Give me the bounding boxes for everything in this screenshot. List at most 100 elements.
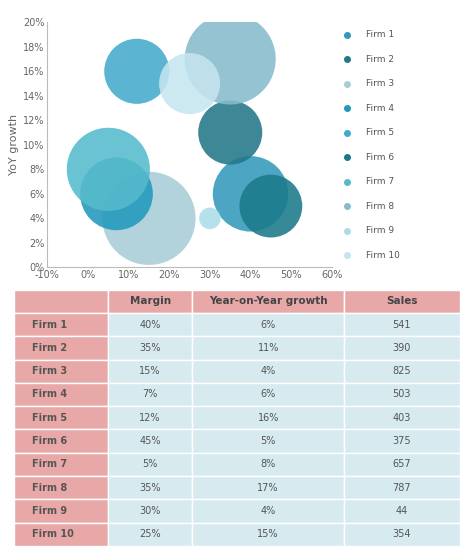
FancyBboxPatch shape <box>14 499 108 522</box>
FancyBboxPatch shape <box>14 429 108 453</box>
Text: 16%: 16% <box>257 413 279 423</box>
FancyBboxPatch shape <box>344 453 460 476</box>
Text: 8%: 8% <box>261 460 276 470</box>
Y-axis label: YoY growth: YoY growth <box>9 114 19 175</box>
FancyBboxPatch shape <box>108 499 192 522</box>
FancyBboxPatch shape <box>344 290 460 313</box>
Text: 44: 44 <box>396 506 408 516</box>
Point <box>247 189 255 198</box>
FancyBboxPatch shape <box>108 383 192 406</box>
Text: Year-on-Year growth: Year-on-Year growth <box>209 296 328 306</box>
FancyBboxPatch shape <box>192 290 344 313</box>
FancyBboxPatch shape <box>192 406 344 429</box>
Text: Firm 9: Firm 9 <box>366 226 394 235</box>
FancyBboxPatch shape <box>192 476 344 499</box>
FancyBboxPatch shape <box>192 429 344 453</box>
FancyBboxPatch shape <box>108 429 192 453</box>
Text: Firm 1: Firm 1 <box>32 320 67 330</box>
Text: Firm 9: Firm 9 <box>32 506 67 516</box>
Text: 787: 787 <box>392 482 411 492</box>
FancyBboxPatch shape <box>344 359 460 383</box>
Text: 15%: 15% <box>139 366 161 376</box>
FancyBboxPatch shape <box>108 336 192 359</box>
Text: 25%: 25% <box>139 529 161 539</box>
FancyBboxPatch shape <box>108 476 192 499</box>
Text: Margin: Margin <box>129 296 171 306</box>
Text: 6%: 6% <box>261 389 276 399</box>
FancyBboxPatch shape <box>108 453 192 476</box>
Text: Firm 8: Firm 8 <box>32 482 67 492</box>
FancyBboxPatch shape <box>344 313 460 336</box>
Point <box>145 214 153 223</box>
Text: Firm 5: Firm 5 <box>366 128 394 137</box>
Text: 5%: 5% <box>261 436 276 446</box>
FancyBboxPatch shape <box>14 383 108 406</box>
Text: 6%: 6% <box>261 320 276 330</box>
Text: 35%: 35% <box>139 343 161 353</box>
Point <box>133 67 141 76</box>
Text: 12%: 12% <box>139 413 161 423</box>
Text: 40%: 40% <box>139 320 161 330</box>
Point <box>227 55 234 63</box>
Text: Firm 10: Firm 10 <box>32 529 74 539</box>
Text: Firm 4: Firm 4 <box>32 389 67 399</box>
Text: 4%: 4% <box>261 506 276 516</box>
Text: Firm 6: Firm 6 <box>366 153 394 162</box>
Text: 11%: 11% <box>257 343 279 353</box>
Text: 15%: 15% <box>257 529 279 539</box>
FancyBboxPatch shape <box>344 499 460 522</box>
FancyBboxPatch shape <box>14 290 108 313</box>
FancyBboxPatch shape <box>344 476 460 499</box>
Text: 30%: 30% <box>139 506 161 516</box>
FancyBboxPatch shape <box>108 406 192 429</box>
FancyBboxPatch shape <box>108 313 192 336</box>
FancyBboxPatch shape <box>14 313 108 336</box>
FancyBboxPatch shape <box>14 336 108 359</box>
Text: 5%: 5% <box>142 460 158 470</box>
Text: Firm 10: Firm 10 <box>366 251 400 260</box>
FancyBboxPatch shape <box>192 336 344 359</box>
Point <box>105 165 112 174</box>
Text: 17%: 17% <box>257 482 279 492</box>
Text: Firm 3: Firm 3 <box>32 366 67 376</box>
FancyBboxPatch shape <box>108 522 192 546</box>
Text: Firm 6: Firm 6 <box>32 436 67 446</box>
FancyBboxPatch shape <box>14 453 108 476</box>
Text: Firm 2: Firm 2 <box>366 55 394 63</box>
FancyBboxPatch shape <box>344 336 460 359</box>
Text: Firm 4: Firm 4 <box>366 104 394 113</box>
FancyBboxPatch shape <box>108 290 192 313</box>
Text: 375: 375 <box>392 436 411 446</box>
FancyBboxPatch shape <box>192 453 344 476</box>
Text: 4%: 4% <box>261 366 276 376</box>
FancyBboxPatch shape <box>192 383 344 406</box>
Point <box>113 189 120 198</box>
Text: 354: 354 <box>392 529 411 539</box>
Text: Firm 7: Firm 7 <box>32 460 67 470</box>
Text: Firm 1: Firm 1 <box>366 30 394 39</box>
Text: 657: 657 <box>392 460 411 470</box>
FancyBboxPatch shape <box>14 476 108 499</box>
Text: 503: 503 <box>392 389 411 399</box>
FancyBboxPatch shape <box>192 499 344 522</box>
FancyBboxPatch shape <box>344 522 460 546</box>
FancyBboxPatch shape <box>14 522 108 546</box>
Text: 390: 390 <box>392 343 411 353</box>
Text: 541: 541 <box>392 320 411 330</box>
FancyBboxPatch shape <box>192 313 344 336</box>
Point <box>206 214 214 223</box>
Text: Firm 2: Firm 2 <box>32 343 67 353</box>
FancyBboxPatch shape <box>108 359 192 383</box>
FancyBboxPatch shape <box>344 383 460 406</box>
Text: 45%: 45% <box>139 436 161 446</box>
Text: Firm 5: Firm 5 <box>32 413 67 423</box>
Text: Firm 8: Firm 8 <box>366 202 394 211</box>
FancyBboxPatch shape <box>344 406 460 429</box>
FancyBboxPatch shape <box>192 522 344 546</box>
Point <box>227 128 234 137</box>
Text: 825: 825 <box>392 366 411 376</box>
FancyBboxPatch shape <box>344 429 460 453</box>
Text: Firm 3: Firm 3 <box>366 79 394 88</box>
Text: 403: 403 <box>392 413 411 423</box>
FancyBboxPatch shape <box>14 406 108 429</box>
